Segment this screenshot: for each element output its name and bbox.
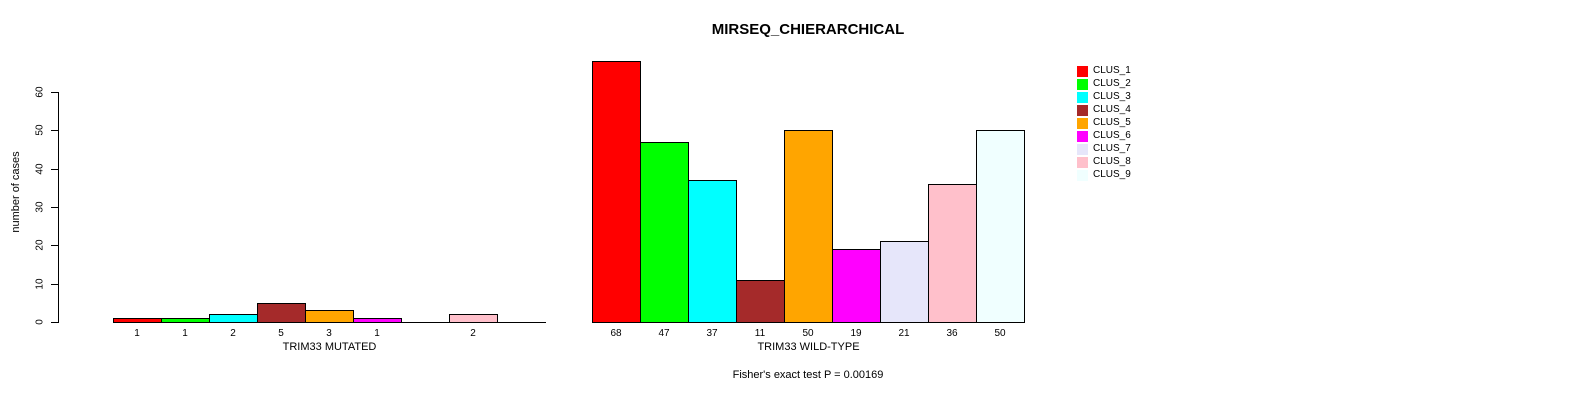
bar-CLUS_5 [305,310,354,323]
bar-value-label: 2 [470,328,476,339]
y-axis-line [58,92,59,323]
y-tick [51,169,58,170]
legend-swatch-CLUS_2 [1077,79,1088,90]
bar-value-label: 1 [134,328,140,339]
legend-label-CLUS_8: CLUS_8 [1093,156,1131,167]
y-tick-label: 10 [34,278,46,290]
y-tick [51,322,58,323]
bar-value-label: 19 [850,328,862,339]
bar-CLUS_1 [113,318,162,323]
bar-CLUS_1 [592,61,641,323]
legend-swatch-CLUS_4 [1077,105,1088,116]
y-tick-label: 60 [34,86,46,98]
legend-swatch-CLUS_3 [1077,92,1088,103]
bar-value-label: 50 [802,328,814,339]
bar-CLUS_8 [449,314,498,323]
bar-CLUS_2 [161,318,210,323]
bar-CLUS_4 [736,280,785,323]
bar-value-label: 5 [278,328,284,339]
y-tick [51,207,58,208]
legend-swatch-CLUS_1 [1077,66,1088,77]
legend-label-CLUS_9: CLUS_9 [1093,169,1131,180]
y-tick-label: 20 [34,239,46,251]
y-tick-label: 0 [34,319,46,325]
legend-swatch-CLUS_8 [1077,157,1088,168]
bar-value-label: 1 [182,328,188,339]
legend-label-CLUS_1: CLUS_1 [1093,65,1131,76]
legend-swatch-CLUS_5 [1077,118,1088,129]
y-tick-label: 40 [34,163,46,175]
y-tick [51,130,58,131]
y-axis-label: number of cases [10,151,22,233]
y-tick-label: 30 [34,201,46,213]
legend-label-CLUS_4: CLUS_4 [1093,104,1131,115]
y-tick [51,92,58,93]
legend-label-CLUS_5: CLUS_5 [1093,117,1131,128]
x-axis-title-wild-type: TRIM33 WILD-TYPE [757,341,860,353]
legend-label-CLUS_3: CLUS_3 [1093,91,1131,102]
bar-value-label: 21 [898,328,910,339]
bar-value-label: 50 [994,328,1006,339]
legend-label-CLUS_2: CLUS_2 [1093,78,1131,89]
bar-CLUS_4 [257,303,306,323]
bar-CLUS_6 [832,249,881,323]
legend-swatch-CLUS_9 [1077,170,1088,181]
bar-CLUS_9 [976,130,1025,323]
bar-CLUS_3 [209,314,258,323]
y-tick-label: 50 [34,124,46,136]
y-tick [51,284,58,285]
bar-value-label: 68 [610,328,622,339]
bar-CLUS_7 [880,241,929,323]
legend-label-CLUS_7: CLUS_7 [1093,143,1131,154]
bar-CLUS_3 [688,180,737,323]
x-axis-title-mutated: TRIM33 MUTATED [282,341,377,353]
bar-value-label: 37 [706,328,718,339]
bar-value-label: 3 [326,328,332,339]
bar-CLUS_8 [928,184,977,323]
bar-value-label: 11 [754,328,766,339]
legend-label-CLUS_6: CLUS_6 [1093,130,1131,141]
bar-value-label: 36 [946,328,958,339]
bar-CLUS_6 [353,318,402,323]
bar-CLUS_5 [784,130,833,323]
bar-value-label: 1 [374,328,380,339]
legend-swatch-CLUS_7 [1077,144,1088,155]
chart-title: MIRSEQ_CHIERARCHICAL [711,21,905,38]
bar-value-label: 2 [230,328,236,339]
bar-CLUS_2 [640,142,689,323]
y-tick [51,245,58,246]
bar-value-label: 47 [658,328,670,339]
pvalue-caption: Fisher's exact test P = 0.00169 [732,369,884,381]
legend-swatch-CLUS_6 [1077,131,1088,142]
